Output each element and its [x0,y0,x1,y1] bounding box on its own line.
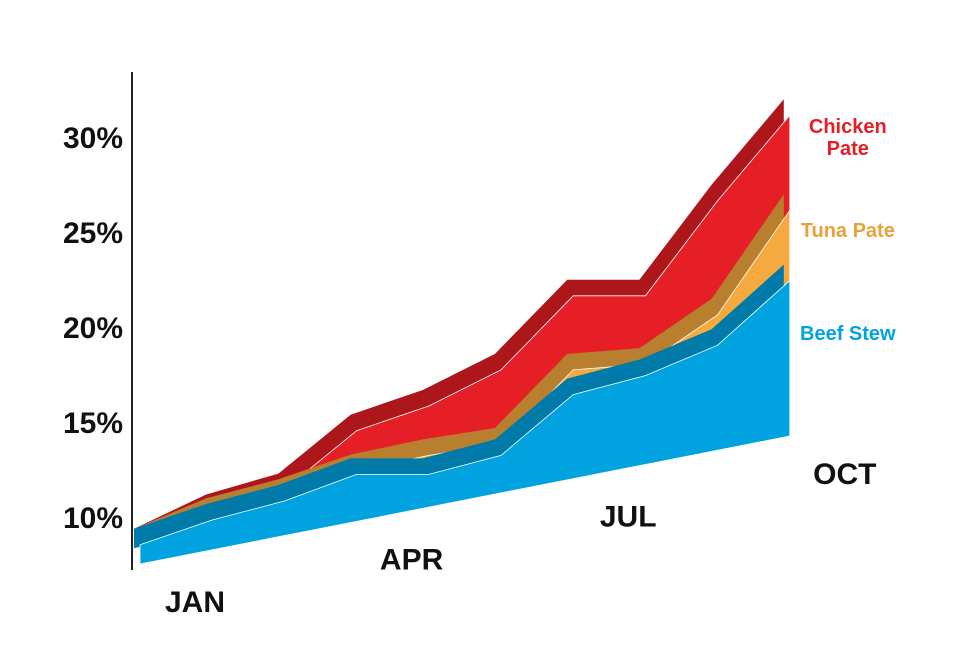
legend-label: Beef Stew [800,323,896,345]
x-tick-label: APR [380,543,444,576]
y-tick-label: 15% [63,407,123,440]
legend-label: Chicken Pate [808,116,887,160]
y-tick-label: 25% [63,217,123,250]
x-tick-label: OCT [813,458,876,491]
legend-label: Tuna Pate [800,220,895,242]
y-tick-label: 20% [63,312,123,345]
y-tick-label: 30% [63,122,123,155]
x-tick-label: JAN [165,586,225,619]
area [139,279,791,565]
x-tick-label: JUL [600,501,657,534]
y-tick-label: 10% [63,502,123,535]
